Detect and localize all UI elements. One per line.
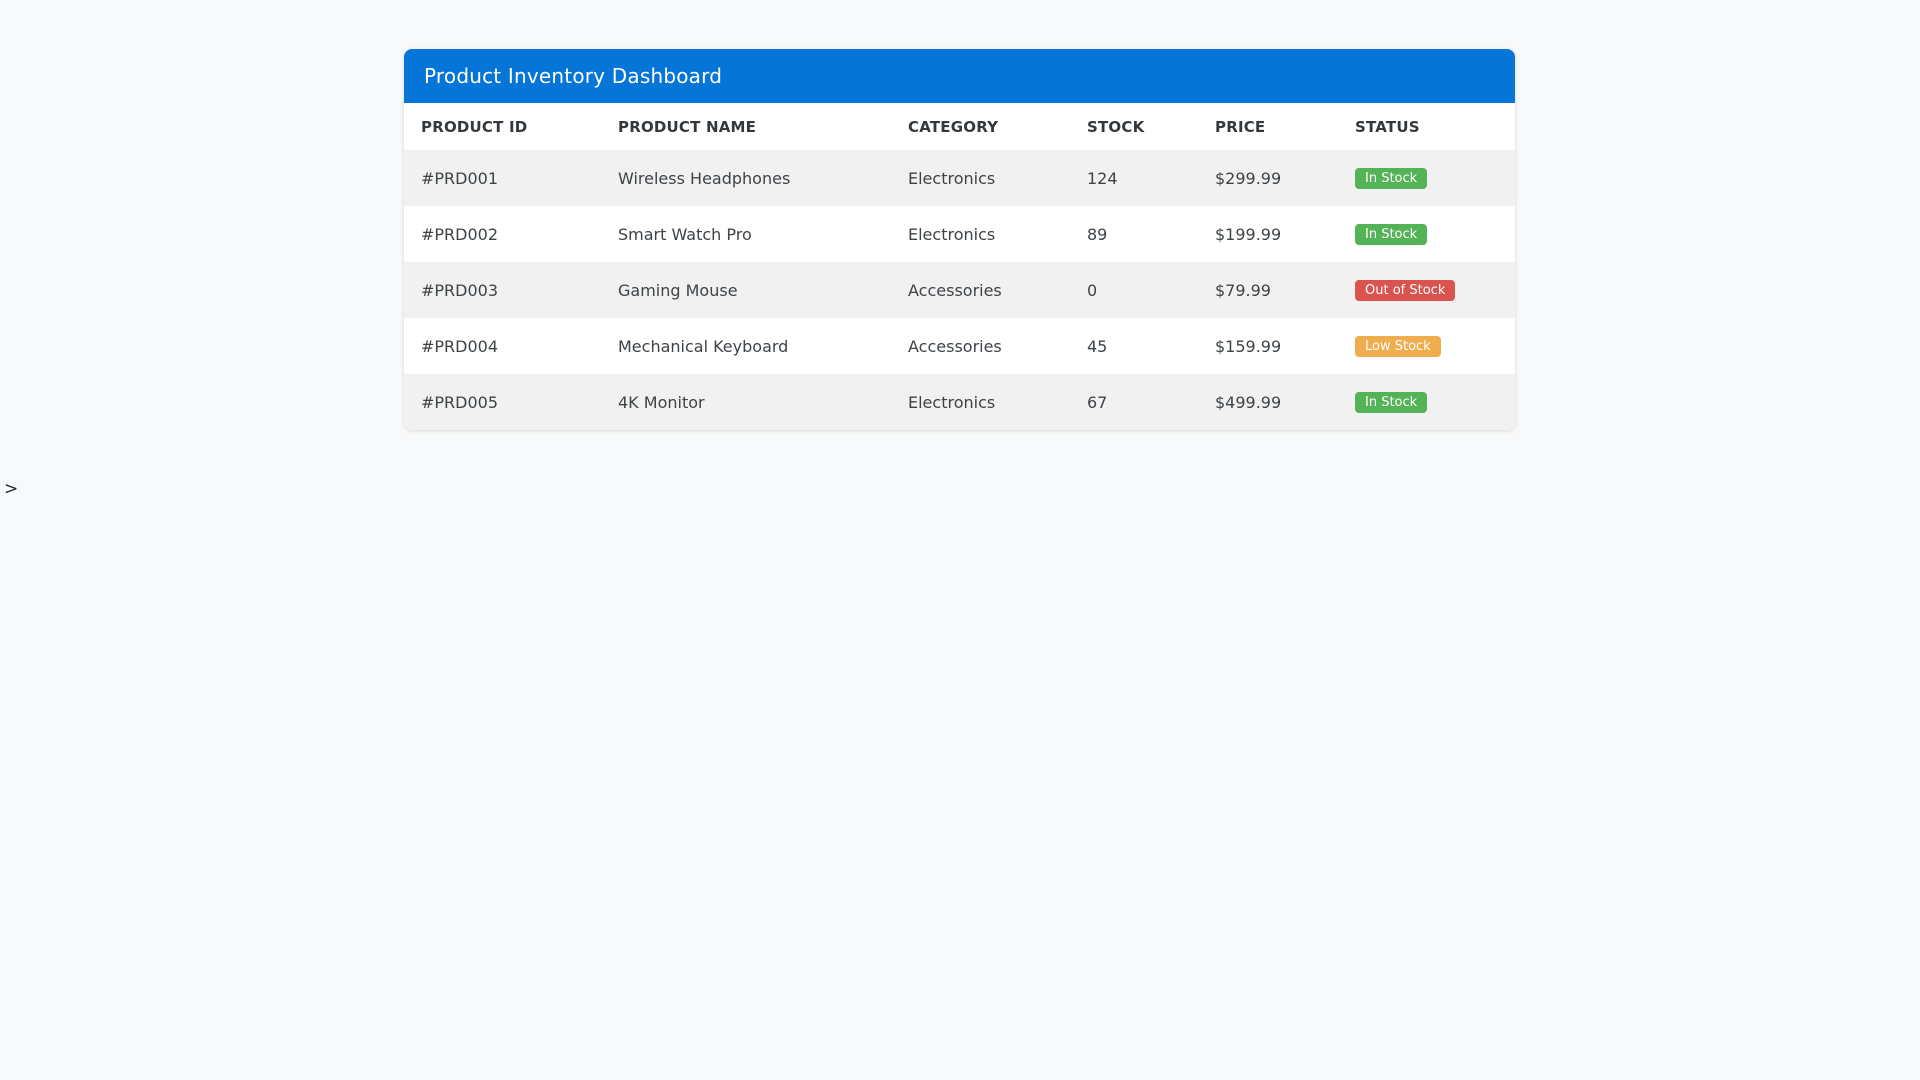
cell-price: $159.99 xyxy=(1215,336,1282,356)
table-row: #PRD001 Wireless Headphones Electronics … xyxy=(404,150,1515,206)
column-header-product-id: PRODUCT ID xyxy=(404,103,618,150)
table-row: #PRD003 Gaming Mouse Accessories 0 $79.9… xyxy=(404,262,1515,318)
cell-stock: 124 xyxy=(1087,168,1118,188)
table-row: #PRD005 4K Monitor Electronics 67 $499.9… xyxy=(404,374,1515,430)
column-header-category: CATEGORY xyxy=(908,103,1087,150)
cell-product-name: Smart Watch Pro xyxy=(618,224,752,244)
cell-stock: 89 xyxy=(1087,224,1108,244)
cell-category: Electronics xyxy=(908,392,996,412)
card-header: Product Inventory Dashboard xyxy=(404,49,1515,103)
table-row: #PRD004 Mechanical Keyboard Accessories … xyxy=(404,318,1515,374)
cell-stock: 45 xyxy=(1087,336,1108,356)
column-header-price: PRICE xyxy=(1215,103,1355,150)
status-badge: In Stock xyxy=(1355,167,1428,190)
cell-price: $199.99 xyxy=(1215,224,1282,244)
cell-product-name: Wireless Headphones xyxy=(618,168,791,188)
cell-category: Accessories xyxy=(908,336,1002,356)
cell-product-id: #PRD002 xyxy=(421,224,499,244)
status-badge: Low Stock xyxy=(1355,335,1441,358)
table-header-row: PRODUCT ID PRODUCT NAME CATEGORY STOCK P… xyxy=(404,103,1515,150)
inventory-table: PRODUCT ID PRODUCT NAME CATEGORY STOCK P… xyxy=(404,103,1515,430)
table-body: #PRD001 Wireless Headphones Electronics … xyxy=(404,150,1515,430)
cell-category: Electronics xyxy=(908,224,996,244)
status-badge: In Stock xyxy=(1355,223,1428,246)
column-header-status: STATUS xyxy=(1355,103,1515,150)
cell-status: Out of Stock xyxy=(1355,262,1515,318)
page-title: Product Inventory Dashboard xyxy=(424,64,723,88)
status-badge: Out of Stock xyxy=(1355,279,1456,302)
cell-product-id: #PRD001 xyxy=(421,168,499,188)
cell-category: Electronics xyxy=(908,168,996,188)
cell-price: $499.99 xyxy=(1215,392,1282,412)
cell-category: Accessories xyxy=(908,280,1002,300)
stray-prompt-character: > xyxy=(4,479,19,499)
cell-product-id: #PRD005 xyxy=(421,392,499,412)
cell-status: In Stock xyxy=(1355,374,1515,430)
cell-product-id: #PRD004 xyxy=(421,336,499,356)
cell-product-name: Mechanical Keyboard xyxy=(618,336,789,356)
table-row: #PRD002 Smart Watch Pro Electronics 89 $… xyxy=(404,206,1515,262)
cell-stock: 67 xyxy=(1087,392,1108,412)
cell-status: In Stock xyxy=(1355,206,1515,262)
cell-product-id: #PRD003 xyxy=(421,280,499,300)
cell-status: Low Stock xyxy=(1355,318,1515,374)
column-header-stock: STOCK xyxy=(1087,103,1215,150)
status-badge: In Stock xyxy=(1355,391,1428,414)
cell-status: In Stock xyxy=(1355,150,1515,206)
cell-price: $299.99 xyxy=(1215,168,1282,188)
cell-price: $79.99 xyxy=(1215,280,1271,300)
column-header-product-name: PRODUCT NAME xyxy=(618,103,908,150)
cell-product-name: Gaming Mouse xyxy=(618,280,738,300)
inventory-dashboard-card: Product Inventory Dashboard PRODUCT ID P… xyxy=(404,49,1515,430)
cell-product-name: 4K Monitor xyxy=(618,392,705,412)
cell-stock: 0 xyxy=(1087,280,1098,300)
